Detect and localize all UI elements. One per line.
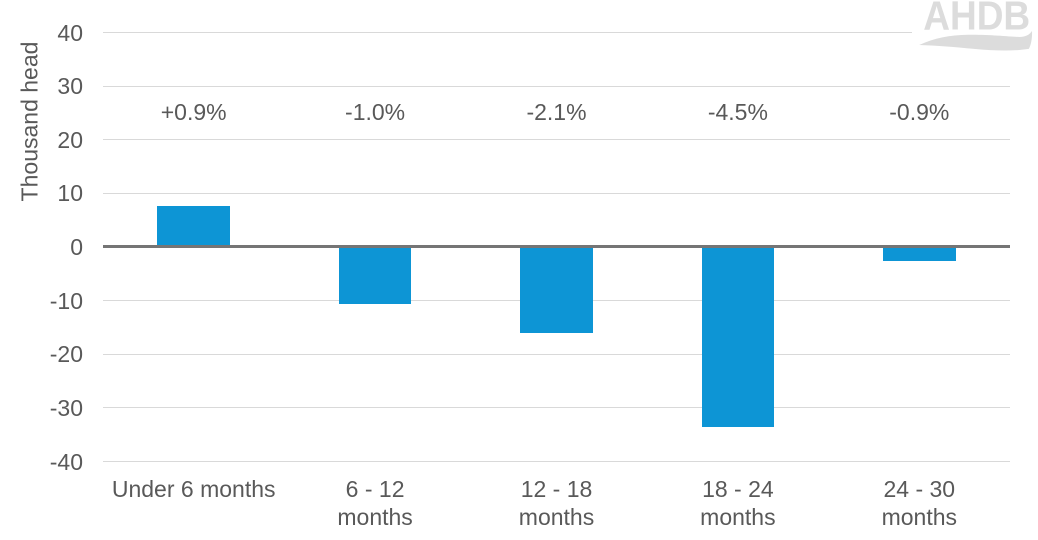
svg-text:AHDB: AHDB — [923, 0, 1030, 38]
